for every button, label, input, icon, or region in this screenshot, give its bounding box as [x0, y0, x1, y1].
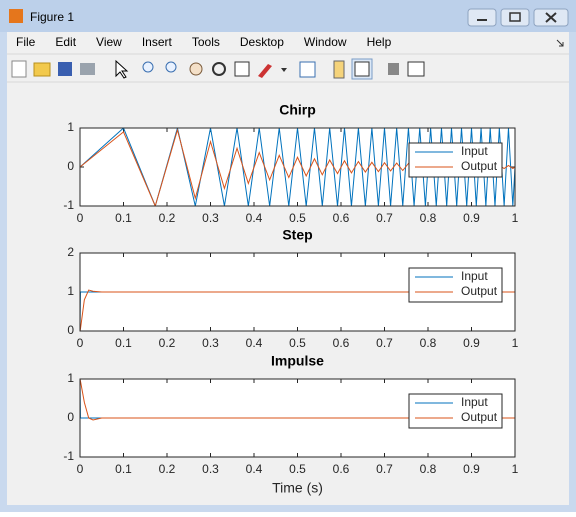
- brush-icon[interactable]: [258, 64, 272, 78]
- menu-item[interactable]: Tools: [192, 35, 220, 49]
- axes-box: [79, 127, 516, 207]
- menu-item[interactable]: File: [16, 35, 36, 49]
- app-icon: [9, 9, 23, 23]
- y-tick-label: 2: [67, 245, 74, 259]
- x-tick-label: 0.4: [246, 336, 263, 350]
- x-tick-label: 0.8: [420, 462, 437, 476]
- save-icon[interactable]: [58, 62, 72, 76]
- open-icon[interactable]: [33, 62, 51, 77]
- y-tick-label: -1: [63, 198, 74, 212]
- datacursor-icon[interactable]: [234, 61, 250, 77]
- x-tick-label: 0.1: [115, 211, 132, 225]
- x-tick-label: 0.9: [463, 336, 480, 350]
- print-icon[interactable]: [80, 63, 95, 75]
- menu-item[interactable]: Edit: [55, 35, 76, 49]
- legend-label: Output: [461, 284, 498, 298]
- x-tick-label: 0.7: [376, 462, 393, 476]
- legend-box: [408, 142, 503, 178]
- x-tick-label: 0.3: [202, 336, 219, 350]
- zoom-out-icon[interactable]: [165, 61, 177, 73]
- pan-icon[interactable]: [189, 62, 203, 76]
- x-axis-label: Time (s): [272, 480, 323, 496]
- x-tick-label: 0: [77, 336, 84, 350]
- menu-dock-arrow[interactable]: [556, 39, 564, 47]
- menu-item[interactable]: Help: [367, 35, 392, 49]
- x-tick-label: 0.2: [159, 336, 176, 350]
- pointer-icon[interactable]: [115, 59, 129, 79]
- x-tick-label: 0.4: [246, 211, 263, 225]
- axes-box: [79, 378, 516, 458]
- legend-label: Input: [461, 269, 488, 283]
- window-title: Figure 1: [30, 10, 74, 24]
- x-tick-label: 0.7: [376, 336, 393, 350]
- x-tick-label: 0.6: [333, 462, 350, 476]
- y-tick-label: 1: [67, 371, 74, 385]
- legend-label: Output: [461, 159, 498, 173]
- x-tick-label: 0.2: [159, 462, 176, 476]
- x-tick-label: 0.5: [289, 462, 306, 476]
- new-icon[interactable]: [11, 60, 27, 78]
- x-tick-label: 0: [77, 211, 84, 225]
- maximize-button[interactable]: [500, 8, 530, 27]
- chart-title: Step: [282, 227, 312, 243]
- x-tick-label: 0.3: [202, 211, 219, 225]
- x-tick-label: 0.8: [420, 211, 437, 225]
- x-tick-label: 0.9: [463, 462, 480, 476]
- legend-icon[interactable]: [354, 61, 370, 77]
- y-tick-label: 0: [67, 323, 74, 337]
- menu-bar: File Edit View Insert Tools Desktop Window Help: [16, 35, 392, 49]
- y-tick-label: 1: [67, 284, 74, 298]
- x-tick-label: 0.4: [246, 462, 263, 476]
- x-tick-label: 0: [77, 462, 84, 476]
- legend-label: Output: [461, 410, 498, 424]
- x-tick-label: 0.2: [159, 211, 176, 225]
- brush-dropdown[interactable]: [281, 68, 287, 72]
- legend-label: Input: [461, 395, 488, 409]
- chart-title: Chirp: [279, 102, 316, 118]
- x-tick-label: 0.1: [115, 336, 132, 350]
- menu-item[interactable]: View: [96, 35, 122, 49]
- x-tick-label: 1: [512, 336, 519, 350]
- x-tick-label: 0.6: [333, 211, 350, 225]
- axes-box: [79, 252, 516, 332]
- minimize-button[interactable]: [467, 8, 497, 27]
- legend-label: Input: [461, 144, 488, 158]
- x-tick-label: 0.3: [202, 462, 219, 476]
- close-glyph: [545, 12, 557, 23]
- y-tick-label: 1: [67, 120, 74, 134]
- y-tick-label: 0: [67, 410, 74, 424]
- x-tick-label: 0.1: [115, 462, 132, 476]
- x-tick-label: 0.7: [376, 211, 393, 225]
- x-tick-label: 0.6: [333, 336, 350, 350]
- menu-item[interactable]: Insert: [142, 35, 173, 49]
- show-plottools-icon[interactable]: [407, 61, 425, 77]
- x-tick-label: 1: [512, 211, 519, 225]
- hide-plottools-icon[interactable]: [388, 63, 399, 75]
- menu-item[interactable]: Desktop: [240, 35, 284, 49]
- toolbar: [11, 58, 425, 80]
- x-tick-label: 0.5: [289, 336, 306, 350]
- link-icon[interactable]: [299, 61, 316, 78]
- zoom-in-icon[interactable]: [142, 61, 154, 73]
- y-tick-label: -1: [63, 449, 74, 463]
- colorbar-icon[interactable]: [333, 60, 345, 79]
- x-tick-label: 0.9: [463, 211, 480, 225]
- x-tick-label: 0.8: [420, 336, 437, 350]
- rotate-icon[interactable]: [212, 62, 226, 76]
- legend-box: [408, 267, 503, 303]
- legend-box: [408, 393, 503, 429]
- x-tick-label: 1: [512, 462, 519, 476]
- maximize-glyph: [509, 12, 521, 22]
- chart-title: Impulse: [271, 353, 324, 369]
- y-tick-label: 0: [67, 159, 74, 173]
- menu-item[interactable]: Window: [304, 35, 347, 49]
- x-tick-label: 0.5: [289, 211, 306, 225]
